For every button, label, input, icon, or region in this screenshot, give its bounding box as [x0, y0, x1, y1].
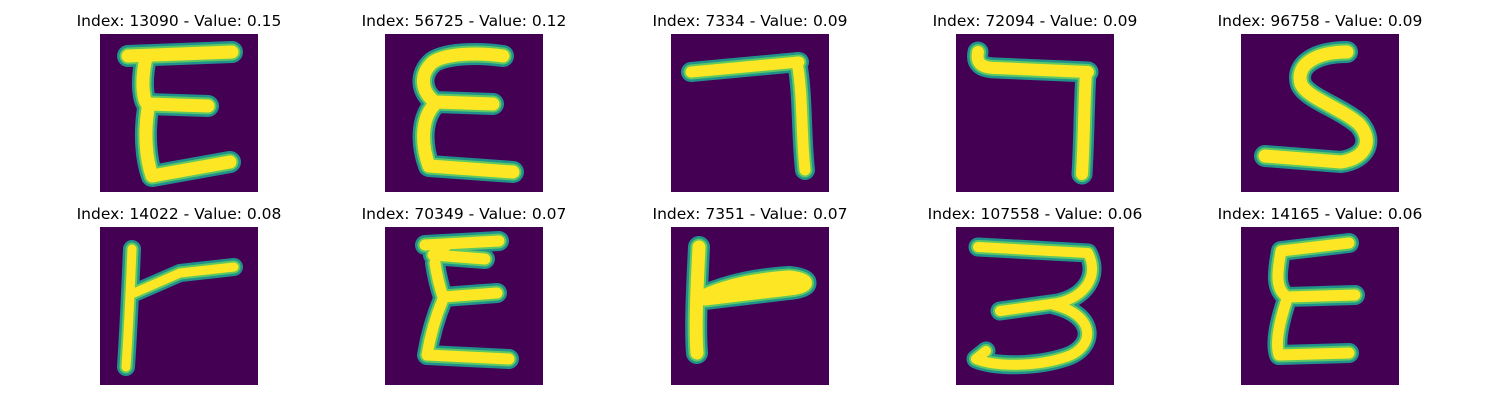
digit-panel-2: Index: 56725 - Value: 0.12 [314, 0, 614, 192]
digit-panel-1: Index: 13090 - Value: 0.15 [29, 0, 329, 192]
digit-panel-6: Index: 14022 - Value: 0.08 [29, 193, 329, 385]
digit-panel-9: Index: 107558 - Value: 0.06 [885, 193, 1185, 385]
digit-panel-8: Index: 7351 - Value: 0.07 [600, 193, 900, 385]
panel-title: Index: 13090 - Value: 0.15 [76, 12, 282, 30]
digit-panel-5: Index: 96758 - Value: 0.09 [1170, 0, 1470, 192]
panel-title: Index: 56725 - Value: 0.12 [361, 12, 567, 30]
digit-image [385, 227, 543, 385]
digit-image [956, 34, 1114, 192]
digit-image [385, 34, 543, 192]
panel-title: Index: 14165 - Value: 0.06 [1217, 205, 1423, 223]
digit-image [100, 34, 258, 192]
digit-image [671, 227, 829, 385]
panel-title: Index: 7351 - Value: 0.07 [652, 205, 848, 223]
digit-panel-3: Index: 7334 - Value: 0.09 [600, 0, 900, 192]
digit-image [100, 227, 258, 385]
panel-title: Index: 107558 - Value: 0.06 [927, 205, 1143, 223]
digit-panel-10: Index: 14165 - Value: 0.06 [1170, 193, 1470, 385]
digit-image [1241, 227, 1399, 385]
panel-title: Index: 14022 - Value: 0.08 [76, 205, 282, 223]
panel-title: Index: 70349 - Value: 0.07 [361, 205, 567, 223]
panel-title: Index: 96758 - Value: 0.09 [1217, 12, 1423, 30]
digit-panel-4: Index: 72094 - Value: 0.09 [885, 0, 1185, 192]
digit-image [1241, 34, 1399, 192]
digit-panel-7: Index: 70349 - Value: 0.07 [314, 193, 614, 385]
digit-image [671, 34, 829, 192]
panel-title: Index: 7334 - Value: 0.09 [652, 12, 848, 30]
digit-image [956, 227, 1114, 385]
panel-title: Index: 72094 - Value: 0.09 [932, 12, 1138, 30]
